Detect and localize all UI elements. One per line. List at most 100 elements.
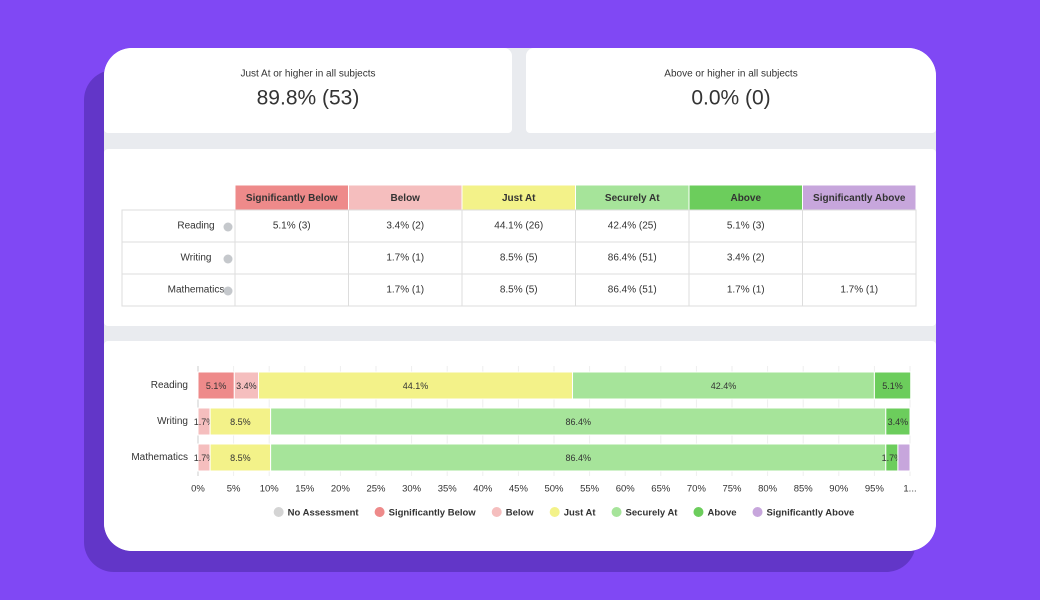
- table-cell: [688, 241, 803, 275]
- table-cell-text: 42.4% (25): [608, 221, 657, 232]
- row-label: Reading: [177, 221, 214, 232]
- x-tick-label: 1...: [903, 484, 916, 495]
- card-label: Above or higher in all subjects: [664, 69, 797, 80]
- x-tick-label: 10%: [260, 484, 280, 495]
- x-tick-label: 35%: [438, 484, 458, 495]
- column-header: Just At: [502, 193, 536, 204]
- legend-marker: [374, 507, 385, 517]
- data-label: 1.7%: [882, 453, 903, 463]
- x-tick-label: 45%: [509, 484, 529, 495]
- table-cell-text: 5.1% (3): [273, 221, 311, 232]
- x-tick-label: 50%: [544, 484, 564, 495]
- data-label: 3.4%: [888, 417, 909, 427]
- table-cell-text: 86.4% (51): [608, 253, 657, 264]
- table-cell: [461, 273, 576, 307]
- table-cell: [461, 241, 576, 275]
- bar-segment: [233, 371, 260, 400]
- legend: No Assessment Significantly Below Below Jus…: [273, 507, 855, 519]
- legend-label: No Assessment: [288, 508, 360, 519]
- table-cell-text: 44.1% (26): [494, 221, 543, 232]
- x-tick-label: 65%: [651, 484, 671, 495]
- column-header-cell: [688, 184, 803, 211]
- data-label: 86.4%: [565, 417, 591, 427]
- table-cell-text: 8.5% (5): [500, 285, 538, 296]
- x-tick-label: 85%: [794, 484, 814, 495]
- row-label: Writing: [181, 253, 212, 264]
- table-cell-text: 3.4% (2): [386, 221, 424, 232]
- legend-label: Just At: [564, 508, 597, 519]
- column-header: Significantly Below: [246, 193, 338, 204]
- data-label: 1.7%: [194, 453, 215, 463]
- table-cell-text: 5.1% (3): [727, 221, 765, 232]
- table-cell: [802, 209, 917, 243]
- legend-label: Above: [707, 508, 736, 519]
- y-tick-label: Writing: [157, 416, 188, 427]
- row-link-icon: [223, 286, 233, 296]
- table-cell-text: 1.7% (1): [840, 285, 878, 296]
- column-header: Above: [730, 193, 761, 204]
- data-label: 3.4%: [236, 381, 257, 391]
- x-tick-label: 80%: [758, 484, 778, 495]
- table-cell: [802, 273, 917, 307]
- row-label-cell: [121, 273, 236, 307]
- data-label: 8.5%: [230, 417, 251, 427]
- table-cell: [348, 241, 463, 275]
- card-label: Just At or higher in all subjects: [240, 69, 375, 80]
- x-tick-label: 40%: [473, 484, 493, 495]
- table-cell-text: 1.7% (1): [386, 285, 424, 296]
- legend-marker: [549, 507, 560, 517]
- table-cell: [575, 241, 690, 275]
- legend-marker: [273, 507, 284, 517]
- x-tick-label: 0%: [191, 484, 205, 495]
- legend-label: Significantly Below: [389, 508, 477, 519]
- card: [104, 48, 512, 133]
- legend-label: Securely At: [626, 508, 679, 519]
- data-label: 86.4%: [565, 453, 591, 463]
- x-tick-label: 70%: [687, 484, 707, 495]
- bar-segment: [572, 371, 875, 400]
- card: [526, 48, 936, 133]
- table-cell: [802, 241, 917, 275]
- column-header: Significantly Above: [813, 193, 906, 204]
- table-cell: [234, 273, 349, 307]
- bar-segment: [270, 443, 887, 472]
- x-tick-label: 75%: [722, 484, 742, 495]
- data-label: 5.1%: [206, 381, 227, 391]
- data-label: 44.1%: [403, 381, 429, 391]
- legend-label: Below: [506, 508, 535, 519]
- data-label: 42.4%: [711, 381, 737, 391]
- row-link-icon: [223, 222, 233, 232]
- data-label: 5.1%: [882, 381, 903, 391]
- card-value: 0.0% (0): [691, 87, 770, 110]
- x-tick-label: 90%: [829, 484, 849, 495]
- bar-segment: [885, 407, 911, 436]
- x-tick-label: 5%: [227, 484, 241, 495]
- row-label-cell: [121, 241, 236, 275]
- data-label: 8.5%: [230, 453, 251, 463]
- column-header: Securely At: [605, 193, 660, 204]
- table-cell-text: 1.7% (1): [727, 285, 765, 296]
- table-cell-text: 8.5% (5): [500, 253, 538, 264]
- table-cell-text: 3.4% (2): [727, 253, 765, 264]
- bar-segment: [897, 443, 911, 472]
- column-header: Below: [391, 193, 421, 204]
- row-label-cell: [121, 209, 236, 243]
- table-cell-text: 86.4% (51): [608, 285, 657, 296]
- column-header-cell: [461, 184, 576, 211]
- table-cell: [348, 209, 463, 243]
- legend-label: Significantly Above: [767, 508, 855, 519]
- x-tick-label: 95%: [865, 484, 885, 495]
- x-tick-label: 25%: [366, 484, 386, 495]
- bar-segment: [209, 407, 272, 436]
- legend-marker: [752, 507, 763, 517]
- table-cell-text: 1.7% (1): [386, 253, 424, 264]
- table-cell: [575, 273, 690, 307]
- x-tick-label: 20%: [331, 484, 351, 495]
- card-value: 89.8% (53): [257, 87, 360, 110]
- y-tick-label: Reading: [151, 380, 188, 391]
- row-label: Mathematics: [168, 285, 225, 296]
- legend-marker: [611, 507, 622, 517]
- table-cell: [234, 241, 349, 275]
- data-label: 1.7%: [194, 417, 215, 427]
